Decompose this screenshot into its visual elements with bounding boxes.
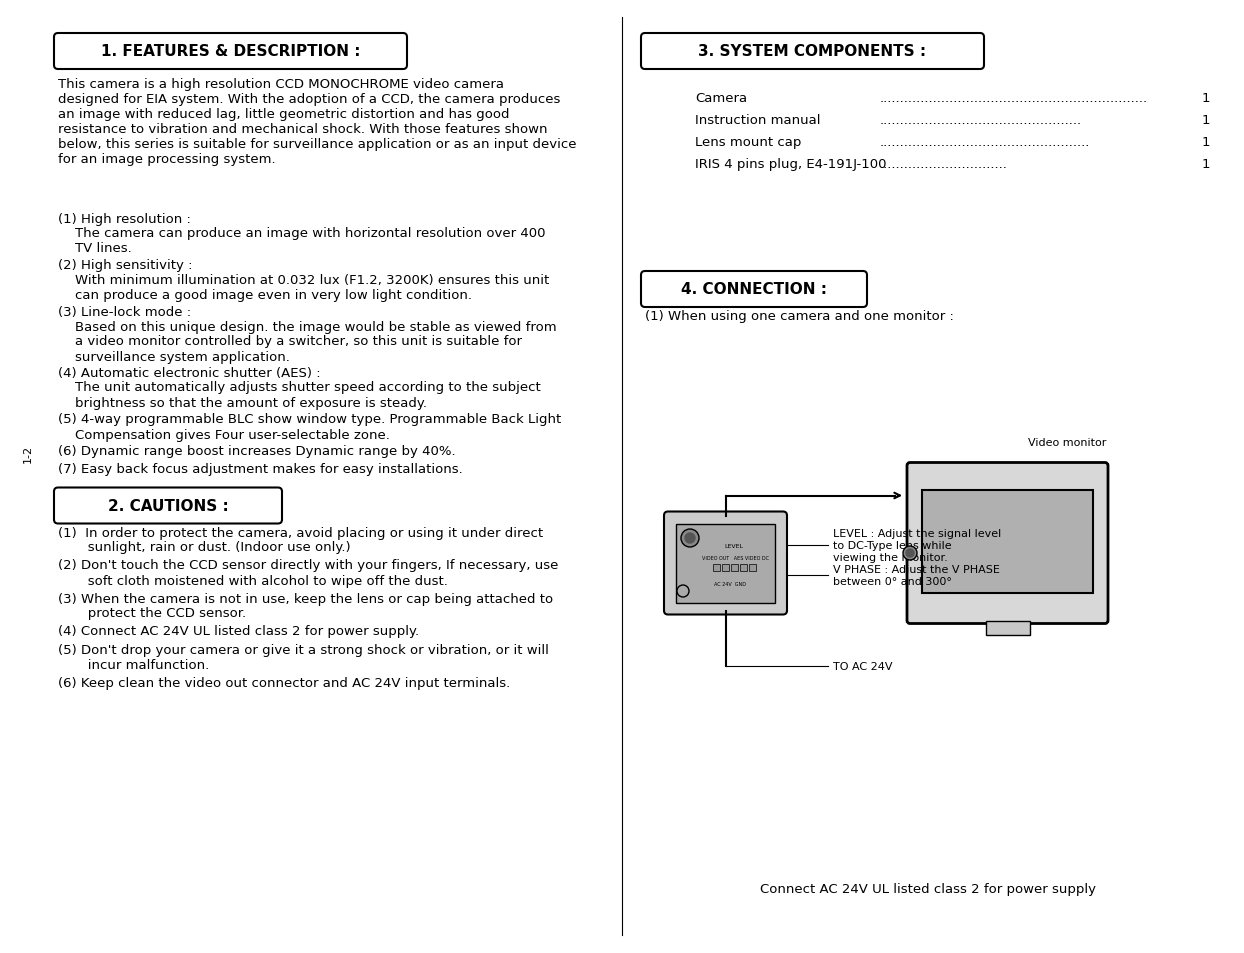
Text: VIDEO OUT   AES VIDEO DC: VIDEO OUT AES VIDEO DC [702,555,769,560]
Bar [922,490,1093,593]
Text: IRIS 4 pins plug, E4-191J-100: IRIS 4 pins plug, E4-191J-100 [695,158,887,171]
Text: (6) Dynamic range boost increases Dynamic range by 40%.: (6) Dynamic range boost increases Dynami… [58,445,455,458]
Text: Connect AC 24V UL listed class 2 for power supply: Connect AC 24V UL listed class 2 for pow… [760,882,1096,895]
Circle shape [677,585,689,598]
Circle shape [685,534,695,543]
Text: (1)  In order to protect the camera, avoid placing or using it under direct
    : (1) In order to protect the camera, avoi… [58,526,544,554]
Circle shape [903,546,917,560]
Text: (3) Line-lock mode :: (3) Line-lock mode : [58,306,192,318]
FancyBboxPatch shape [53,488,282,524]
Bar [675,524,775,603]
FancyBboxPatch shape [907,463,1108,624]
Text: LEVEL : Adjust the signal level
to DC-Type lens while
viewing the monitor.: LEVEL : Adjust the signal level to DC-Ty… [833,529,1001,562]
Text: 1-2: 1-2 [22,444,34,462]
Bar [749,564,756,572]
Text: Video monitor: Video monitor [1029,438,1107,448]
Text: 1: 1 [1202,158,1210,171]
Circle shape [906,550,914,558]
Text: The unit automatically adjusts shutter speed according to the subject
    bright: The unit automatically adjusts shutter s… [58,381,541,409]
Text: ...............................: ............................... [880,158,1008,171]
Text: Lens mount cap: Lens mount cap [695,136,801,149]
Text: Camera: Camera [695,91,748,105]
Text: Based on this unique design. the image would be stable as viewed from
    a vide: Based on this unique design. the image w… [58,320,556,363]
Text: (4) Automatic electronic shutter (AES) :: (4) Automatic electronic shutter (AES) : [58,367,321,379]
Text: TO AC 24V: TO AC 24V [833,660,892,671]
Text: 1: 1 [1202,91,1210,105]
FancyBboxPatch shape [664,512,787,615]
Text: (7) Easy back focus adjustment makes for easy installations.: (7) Easy back focus adjustment makes for… [58,462,463,476]
Text: (2) High sensitivity :: (2) High sensitivity : [58,259,193,273]
Text: With minimum illumination at 0.032 lux (F1.2, 3200K) ensures this unit
    can p: With minimum illumination at 0.032 lux (… [58,274,550,302]
Bar [713,564,720,572]
Text: 2. CAUTIONS :: 2. CAUTIONS : [108,498,229,514]
Text: AC 24V  GND: AC 24V GND [714,581,746,586]
Text: 1: 1 [1202,113,1210,127]
FancyBboxPatch shape [641,272,867,308]
Bar [731,564,738,572]
Text: (5) 4-way programmable BLC show window type. Programmable Back Light
    Compens: (5) 4-way programmable BLC show window t… [58,413,561,441]
Text: (4) Connect AC 24V UL listed class 2 for power supply.: (4) Connect AC 24V UL listed class 2 for… [58,625,419,638]
Bar [722,564,729,572]
Bar [740,564,746,572]
Text: Instruction manual: Instruction manual [695,113,821,127]
Text: ...................................................: ........................................… [880,136,1091,149]
Text: (2) Don't touch the CCD sensor directly with your fingers, If necessary, use
   : (2) Don't touch the CCD sensor directly … [58,558,559,587]
Text: The camera can produce an image with horizontal resolution over 400
    TV lines: The camera can produce an image with hor… [58,227,546,255]
Text: 4. CONNECTION :: 4. CONNECTION : [680,282,827,297]
Text: (1) When using one camera and one monitor :: (1) When using one camera and one monito… [644,310,954,323]
Text: 1: 1 [1202,136,1210,149]
Text: This camera is a high resolution CCD MONOCHROME video camera
designed for EIA sy: This camera is a high resolution CCD MON… [58,78,576,166]
Text: .................................................: ........................................… [880,113,1082,127]
Text: LEVEL: LEVEL [724,543,743,548]
Text: 1. FEATURES & DESCRIPTION :: 1. FEATURES & DESCRIPTION : [101,45,361,59]
Text: (3) When the camera is not in use, keep the lens or cap being attached to
      : (3) When the camera is not in use, keep … [58,592,554,619]
FancyBboxPatch shape [53,34,407,70]
Text: 3. SYSTEM COMPONENTS :: 3. SYSTEM COMPONENTS : [698,45,927,59]
Text: (1) High resolution :: (1) High resolution : [58,213,190,226]
Bar [985,620,1030,635]
Text: V PHASE : Adjust the V PHASE
between 0° and 300°: V PHASE : Adjust the V PHASE between 0° … [833,564,1000,586]
Text: .................................................................: ........................................… [880,91,1148,105]
FancyBboxPatch shape [641,34,984,70]
Circle shape [680,530,699,547]
Text: (6) Keep clean the video out connector and AC 24V input terminals.: (6) Keep clean the video out connector a… [58,677,510,689]
Text: (5) Don't drop your camera or give it a strong shock or vibration, or it will
  : (5) Don't drop your camera or give it a … [58,643,549,671]
